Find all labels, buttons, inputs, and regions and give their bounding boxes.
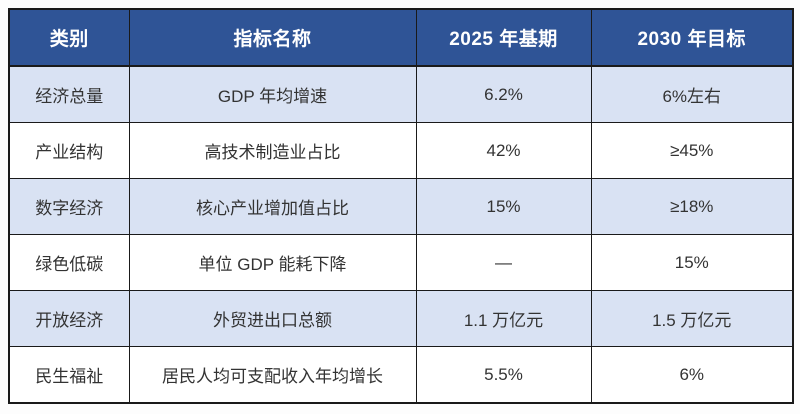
table-row: 经济总量 GDP 年均增速 6.2% 6%左右 — [8, 65, 794, 123]
target-cell: 1.5 万亿元 — [590, 290, 794, 347]
indicators-table: 类别 指标名称 2025 年基期 2030 年目标 经济总量 GDP 年均增速 … — [8, 8, 794, 404]
indicator-cell: 核心产业增加值占比 — [128, 178, 417, 235]
indicator-cell: 居民人均可支配收入年均增长 — [128, 346, 417, 404]
base-cell: — — [415, 234, 592, 291]
table-header: 类别 指标名称 2025 年基期 2030 年目标 — [8, 8, 794, 67]
category-cell: 开放经济 — [8, 290, 130, 347]
header-cell-category: 类别 — [8, 8, 130, 67]
indicator-cell: 高技术制造业占比 — [128, 122, 417, 179]
base-cell: 5.5% — [415, 346, 592, 404]
table-row: 绿色低碳 单位 GDP 能耗下降 — 15% — [8, 234, 794, 291]
base-cell: 42% — [415, 122, 592, 179]
category-cell: 数字经济 — [8, 178, 130, 235]
header-cell-target-2030: 2030 年目标 — [590, 8, 794, 67]
header-row: 类别 指标名称 2025 年基期 2030 年目标 — [8, 8, 794, 67]
base-cell: 1.1 万亿元 — [415, 290, 592, 347]
target-cell: 6%左右 — [590, 65, 794, 123]
target-cell: 15% — [590, 234, 794, 291]
table-row: 民生福祉 居民人均可支配收入年均增长 5.5% 6% — [8, 346, 794, 404]
indicator-cell: 外贸进出口总额 — [128, 290, 417, 347]
base-cell: 15% — [415, 178, 592, 235]
header-cell-base-2025: 2025 年基期 — [415, 8, 592, 67]
indicator-cell: 单位 GDP 能耗下降 — [128, 234, 417, 291]
category-cell: 产业结构 — [8, 122, 130, 179]
table-row: 数字经济 核心产业增加值占比 15% ≥18% — [8, 178, 794, 235]
header-cell-indicator: 指标名称 — [128, 8, 417, 67]
category-cell: 经济总量 — [8, 65, 130, 123]
target-cell: 6% — [590, 346, 794, 404]
table-row: 开放经济 外贸进出口总额 1.1 万亿元 1.5 万亿元 — [8, 290, 794, 347]
indicator-cell: GDP 年均增速 — [128, 65, 417, 123]
table-row: 产业结构 高技术制造业占比 42% ≥45% — [8, 122, 794, 179]
category-cell: 民生福祉 — [8, 346, 130, 404]
base-cell: 6.2% — [415, 65, 592, 123]
target-cell: ≥18% — [590, 178, 794, 235]
category-cell: 绿色低碳 — [8, 234, 130, 291]
target-cell: ≥45% — [590, 122, 794, 179]
table-body: 经济总量 GDP 年均增速 6.2% 6%左右 产业结构 高技术制造业占比 42… — [8, 65, 794, 404]
